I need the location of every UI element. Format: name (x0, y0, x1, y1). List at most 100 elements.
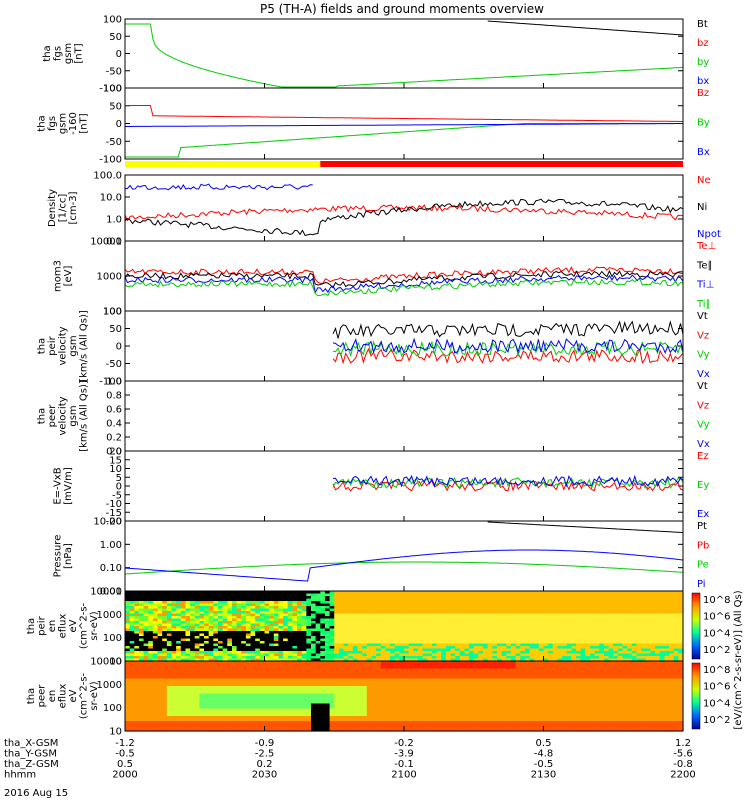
panel-frame (124, 380, 684, 452)
spectrogram-cell (548, 631, 554, 635)
spectrogram-cell (245, 706, 252, 710)
spectrogram-cell (492, 626, 498, 630)
spectrogram-cell (399, 598, 405, 602)
spectrogram-cell (255, 611, 261, 615)
spectrogram-cell (264, 666, 270, 670)
spectrogram-cell (283, 633, 289, 637)
spectrogram-cell (459, 656, 466, 660)
spectrogram-cell (645, 656, 652, 660)
spectrogram-cell (213, 656, 219, 660)
spectrogram-cell (185, 726, 191, 730)
spectrogram-cell (422, 656, 428, 660)
spectrogram-cell (180, 688, 187, 692)
spectrogram-cell (138, 643, 145, 647)
spectrogram-cell (241, 696, 247, 700)
spectrogram-cell (445, 638, 452, 642)
spectrogram-cell (176, 656, 182, 660)
spectrogram-cell (245, 621, 252, 625)
spectrogram-cell (669, 658, 675, 662)
spectrogram-cell (250, 596, 256, 600)
spectrogram-cell (311, 661, 317, 665)
spectrogram-cell (362, 641, 368, 645)
spectrogram-cell (264, 681, 270, 685)
spectrogram-cell (180, 723, 187, 727)
spectrogram-cell (520, 626, 526, 630)
spectrogram-cell (278, 618, 284, 622)
spectrogram-cell (222, 621, 228, 625)
spectrogram-cell (594, 608, 600, 612)
spectrogram-cell (357, 616, 363, 620)
spectrogram-cell (129, 683, 135, 687)
spectrogram-cell (236, 668, 242, 672)
spectrogram-cell (204, 668, 210, 672)
spectrogram-cell (301, 631, 307, 635)
spectrogram-cell (501, 616, 507, 620)
spectrogram-cell (148, 658, 154, 662)
spectrogram-cell (497, 653, 503, 657)
spectrogram-cell (576, 631, 582, 635)
spectrogram-cell (138, 628, 145, 632)
spectrogram-cell (292, 663, 298, 667)
spectrogram-cell (125, 611, 131, 615)
spectrogram-cell (627, 653, 633, 657)
spectrogram-cell (431, 636, 438, 640)
spectrogram-cell (283, 631, 289, 635)
ytick-label: 20 (109, 447, 122, 458)
spectrogram-cell (417, 658, 424, 662)
spectrogram-cell (287, 671, 293, 675)
spectrogram-cell (222, 701, 228, 705)
spectrogram-cell (380, 636, 386, 640)
spectrogram-cell (311, 606, 317, 610)
spectrogram-cell (231, 658, 238, 662)
spectrogram-cell (287, 703, 293, 707)
spectrogram-cell (538, 651, 545, 655)
spectrogram-cell (422, 603, 428, 607)
spectrogram-cell (329, 693, 335, 697)
spectrogram-cell (157, 641, 163, 645)
spectrogram-cell (580, 636, 586, 640)
spectrogram-cell (269, 678, 275, 682)
spectrogram-cell (617, 651, 624, 655)
spectrogram-cell (645, 606, 652, 610)
spectrogram-cell (218, 673, 224, 677)
spectrogram-cell (283, 678, 289, 682)
spectrogram-cell (413, 593, 419, 597)
ylabel-line: peer (37, 684, 48, 708)
legend-entry: Ey (697, 480, 709, 491)
spectrogram-cell (241, 638, 247, 642)
spectrogram-cell (617, 611, 624, 615)
spectrogram-cell (436, 603, 442, 607)
spectrogram-cell (152, 638, 159, 642)
spectrogram-cell (417, 608, 424, 612)
spectrogram-cell (269, 618, 275, 622)
spectrogram-cell (306, 606, 312, 610)
spectrogram-cell (162, 593, 168, 597)
spectrogram-cell (218, 623, 224, 627)
spectrogram-cell (287, 631, 293, 635)
spectrogram-cell (390, 658, 396, 662)
spectrogram-cell (231, 656, 238, 660)
spectrogram-cell (497, 626, 503, 630)
spectrogram-cell (417, 636, 424, 640)
spectrogram-cell (264, 623, 270, 627)
spectrogram-cell (255, 601, 261, 605)
spectrogram-cell (222, 658, 228, 662)
spectrogram-cell (459, 603, 466, 607)
spectrogram-cell (259, 598, 266, 602)
spectrogram-cell (338, 668, 345, 672)
spectrogram-cell (194, 706, 200, 710)
ytick-label: 1.00 (100, 540, 122, 551)
spectrogram-cell (171, 648, 177, 652)
spectrogram-cell (185, 693, 191, 697)
spectrogram-cell (152, 711, 159, 715)
spectrogram-cell (315, 656, 321, 660)
spectrogram-cell (594, 651, 600, 655)
spectrogram-cell (394, 596, 400, 600)
spectrogram-cell (450, 598, 456, 602)
spectrogram-cell (227, 611, 233, 615)
spectrogram-cell (320, 666, 326, 670)
spectrogram-cell (538, 636, 545, 640)
spectrogram-cell (390, 646, 396, 650)
spectrogram-cell (208, 658, 214, 662)
spectrogram-cell (171, 616, 177, 620)
